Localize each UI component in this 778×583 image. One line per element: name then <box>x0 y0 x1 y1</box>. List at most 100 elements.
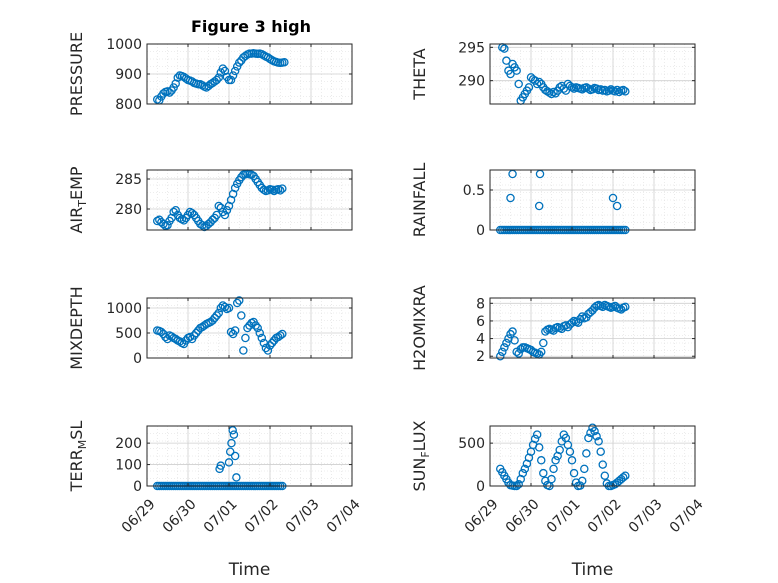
data-point <box>508 327 517 336</box>
data-point <box>619 85 628 95</box>
axes-box <box>146 169 353 231</box>
data-point <box>514 79 523 89</box>
y-axis-label: TERRMSL <box>67 421 89 493</box>
data-point <box>198 220 207 230</box>
data-point <box>504 334 513 343</box>
x-tick-label: 07/02 <box>242 496 282 536</box>
y-tick-label: 4 <box>476 332 485 348</box>
data-point <box>510 336 519 345</box>
x-tick-label: 07/04 <box>667 496 707 536</box>
data-point <box>227 438 236 448</box>
data-point <box>234 296 244 305</box>
y-tick-label: 0 <box>133 479 142 495</box>
data-point <box>534 443 544 452</box>
data-point <box>500 44 509 53</box>
data-point <box>229 430 239 439</box>
data-point <box>208 215 217 225</box>
data-point <box>163 220 172 230</box>
data-point <box>265 341 275 350</box>
y-tick-label: 900 <box>115 67 142 83</box>
data-point <box>191 328 201 338</box>
data-point <box>516 344 526 354</box>
data-point <box>539 468 548 478</box>
data-point <box>239 346 248 355</box>
y-axis-label: SUNFLUX <box>410 420 432 491</box>
data-point <box>255 328 264 338</box>
data-point <box>218 64 228 73</box>
data-point <box>230 183 240 193</box>
y-axis-label: PRESSURE <box>67 32 86 116</box>
data-point <box>588 85 597 94</box>
data-point <box>539 338 548 348</box>
data-point <box>220 210 230 220</box>
data-point <box>228 71 238 80</box>
data-point <box>189 331 199 340</box>
data-point <box>241 333 250 343</box>
x-tick-label: 07/02 <box>585 496 625 536</box>
data-point <box>232 473 241 482</box>
data-point <box>224 303 234 313</box>
subplot-4: 0 0.5 RAINFALL <box>410 163 696 239</box>
y-tick-label: 0 <box>476 223 485 239</box>
y-tick-label: 800 <box>115 97 142 113</box>
x-tick-label: 06/29 <box>119 496 159 536</box>
data-point <box>598 460 608 469</box>
x-tick-label: 07/01 <box>201 496 241 536</box>
data-point <box>578 85 587 94</box>
data-point <box>187 208 197 218</box>
data-point <box>179 216 189 225</box>
y-tick-label: 200 <box>115 436 142 452</box>
axes-box <box>489 425 696 487</box>
data-point <box>621 471 630 480</box>
data-point <box>502 338 511 348</box>
y-axis-label: MIXDEPTH <box>67 286 86 369</box>
data-point <box>230 451 240 461</box>
data-point <box>514 480 523 489</box>
x-tick-label: 07/01 <box>544 496 584 536</box>
data-point <box>621 87 630 96</box>
axes-box <box>146 425 353 487</box>
y-axis-label: RAINFALL <box>410 163 429 238</box>
data-point <box>590 426 599 436</box>
subplot-7: 0 100 200 06/29 06/30 07/01 07/02 07/03 07/04 Tim… <box>67 421 364 580</box>
data-point <box>608 193 618 203</box>
y-axis-label: H2OMIXRA <box>410 285 429 371</box>
data-point <box>275 331 285 340</box>
data-point <box>278 184 287 193</box>
data-point <box>514 349 523 358</box>
data-point <box>578 476 587 486</box>
data-point <box>230 66 240 76</box>
data-point <box>222 205 232 215</box>
data-point <box>173 73 182 82</box>
subplot-3: 280 285 AIRTEMP <box>67 166 353 234</box>
y-tick-label: 280 <box>115 202 142 218</box>
data-point <box>495 351 505 361</box>
axes-box <box>489 169 696 231</box>
data-point <box>584 84 593 93</box>
y-axis-label: AIRTEMP <box>67 166 89 233</box>
data-point <box>512 66 521 75</box>
x-tick-label: 07/04 <box>324 496 364 536</box>
data-point <box>604 86 614 95</box>
x-tick-label: 06/30 <box>503 496 543 536</box>
data-point <box>216 303 226 313</box>
data-point <box>586 428 595 438</box>
x-axis-label: Time <box>571 560 614 580</box>
data-point <box>208 316 217 325</box>
data-point <box>232 298 242 308</box>
y-tick-label: 6 <box>476 314 485 330</box>
data-point <box>267 338 277 348</box>
data-point <box>500 343 509 352</box>
y-axis-label: THETA <box>410 48 429 100</box>
subplot-2: 290 295 THETA <box>410 40 696 105</box>
data-point <box>582 449 591 458</box>
data-point <box>596 447 605 456</box>
data-point <box>606 85 616 94</box>
y-tick-label: 500 <box>458 436 485 452</box>
data-point <box>257 333 267 343</box>
data-point <box>280 58 289 67</box>
data-point <box>580 464 589 474</box>
data-point <box>537 347 546 357</box>
y-tick-label: 290 <box>458 74 485 90</box>
y-tick-label: 1000 <box>106 37 142 53</box>
